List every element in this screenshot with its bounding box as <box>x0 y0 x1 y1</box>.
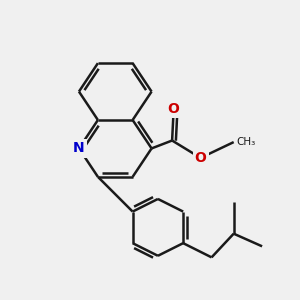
Text: O: O <box>168 102 180 116</box>
Text: N: N <box>73 141 85 155</box>
Text: CH₃: CH₃ <box>237 137 256 147</box>
Text: O: O <box>195 151 206 165</box>
